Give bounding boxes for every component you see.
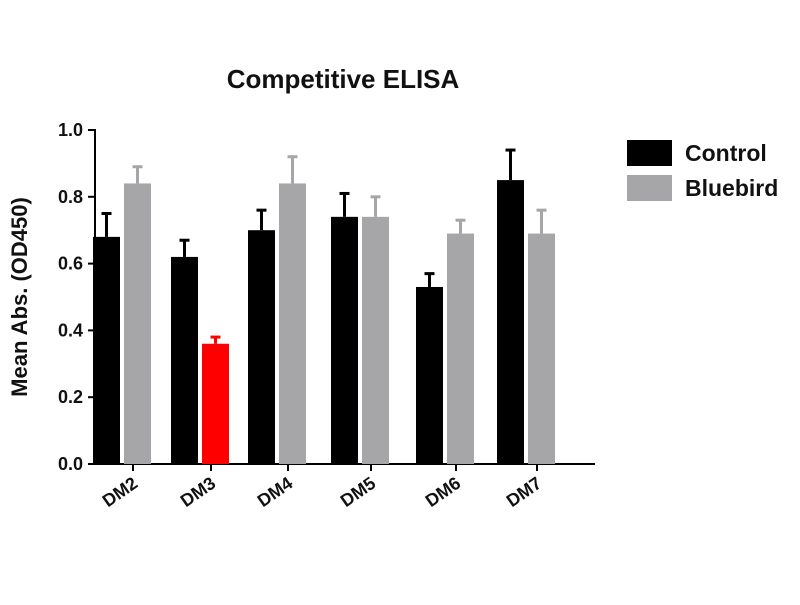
bar-control-dm5 xyxy=(331,216,358,464)
bar-control-dm2 xyxy=(93,236,120,464)
bar-control-dm6 xyxy=(416,286,443,464)
y-tick-label: 0.0 xyxy=(58,454,83,474)
x-tick-label: DM6 xyxy=(422,473,465,511)
bar-bluebird-dm2 xyxy=(124,183,151,464)
y-tick-label: 0.4 xyxy=(58,320,83,340)
y-axis-label: Mean Abs. (OD450) xyxy=(7,197,32,397)
bar-control-dm7 xyxy=(497,180,524,464)
x-tick-label: DM7 xyxy=(503,473,546,511)
bars xyxy=(93,148,555,464)
y-tick-label: 0.8 xyxy=(58,187,83,207)
bar-control-dm3 xyxy=(171,256,198,464)
bar-bluebird-dm7 xyxy=(528,233,555,464)
bar-control-dm4 xyxy=(248,230,275,464)
legend: Control Bluebird xyxy=(627,140,778,201)
legend-swatch-control xyxy=(627,140,672,166)
bar-bluebird-dm5 xyxy=(362,216,389,464)
y-tick-label: 0.2 xyxy=(58,387,83,407)
legend-label-bluebird: Bluebird xyxy=(685,175,778,201)
bar-bluebird-dm3 xyxy=(202,343,229,464)
x-tick-label: DM3 xyxy=(177,473,220,511)
x-tick-label: DM4 xyxy=(254,473,297,511)
x-tick-label: DM2 xyxy=(99,473,142,511)
x-tick-label: DM5 xyxy=(337,473,380,511)
bar-bluebird-dm6 xyxy=(447,233,474,464)
bar-bluebird-dm4 xyxy=(279,183,306,464)
chart-title: Competitive ELISA xyxy=(227,64,460,94)
legend-swatch-bluebird xyxy=(627,175,672,201)
legend-label-control: Control xyxy=(685,140,767,166)
x-tick-labels: DM2 DM3 DM4 DM5 DM6 DM7 xyxy=(99,473,546,511)
y-tick-label: 1.0 xyxy=(58,120,83,140)
y-tick-label: 0.6 xyxy=(58,254,83,274)
